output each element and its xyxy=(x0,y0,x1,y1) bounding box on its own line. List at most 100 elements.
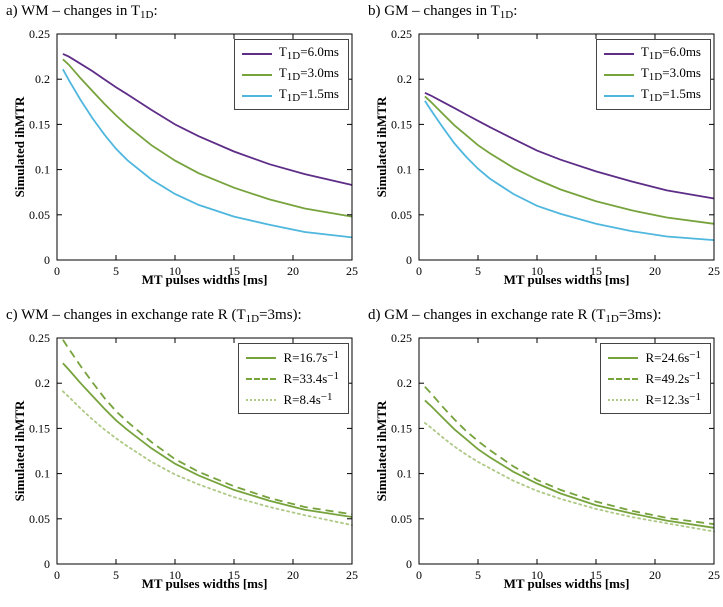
y-axis-label-d: Simulated ihMTR xyxy=(374,400,389,502)
legend-line-sample xyxy=(241,94,272,97)
legend-b: T1D=6.0ms T1D=3.0ms T1D=1.5ms xyxy=(595,39,711,110)
y-tick-label: 0.1 xyxy=(397,467,412,481)
y-tick-label: 0.2 xyxy=(35,376,50,390)
y-tick-label: 0 xyxy=(44,253,50,267)
curve-2 xyxy=(424,95,715,225)
legend-label: R=24.6s−1 xyxy=(645,348,701,365)
curve-1 xyxy=(62,53,353,186)
y-tick-label: 0.05 xyxy=(391,208,412,222)
x-tick-label: 0 xyxy=(416,568,422,582)
x-tick-label: 5 xyxy=(475,568,481,582)
x-tick-label: 20 xyxy=(649,568,661,582)
curve-1 xyxy=(424,399,715,529)
y-tick-label: 0.05 xyxy=(29,512,50,526)
plot-area-c: 0 5 10 15 20 25 0 0.05 0.1 0.15 0.2 0.25 xyxy=(29,331,358,582)
curve-1 xyxy=(424,91,715,200)
legend-label: R=33.4s−1 xyxy=(283,369,339,386)
legend-line-sample xyxy=(241,52,272,55)
x-tick-label: 15 xyxy=(590,568,602,582)
panel-c-title: c) WM – changes in exchange rate R (T1D=… xyxy=(6,307,302,325)
panel-a-title: a) WM – changes in T1D: xyxy=(6,3,158,21)
y-tick-label: 0.25 xyxy=(391,27,412,41)
x-axis-label-b: MT pulses widths [ms] xyxy=(503,272,630,287)
y-tick-label: 0 xyxy=(406,557,412,571)
y-tick-label: 0 xyxy=(406,253,412,267)
curve-2 xyxy=(62,339,353,516)
panel-c-title-post: =3ms): xyxy=(259,307,302,323)
y-tick-label: 0.15 xyxy=(391,117,412,131)
legend-line-sample xyxy=(246,398,277,401)
x-tick-label: 10 xyxy=(531,264,543,278)
legend-line-sample xyxy=(603,52,634,55)
legend-label: R=12.3s−1 xyxy=(645,390,701,407)
axes-box xyxy=(418,33,715,261)
legend-label: R=8.4s−1 xyxy=(283,390,333,407)
plot-area-a: 0 5 10 15 20 25 0 0.05 0.1 0.15 0.2 0.25 xyxy=(29,27,358,278)
legend-item: T1D=3.0ms xyxy=(603,64,701,85)
legend-label: T1D=3.0ms xyxy=(278,64,339,83)
curve-3 xyxy=(62,68,353,239)
legend-label: T1D=6.0ms xyxy=(278,43,339,62)
legend-line-sample xyxy=(608,377,639,380)
x-tick-label: 25 xyxy=(346,568,358,582)
y-tick-label: 0.2 xyxy=(35,72,50,86)
x-tick-label: 20 xyxy=(649,264,661,278)
legend-a: T1D=6.0ms T1D=3.0ms T1D=1.5ms xyxy=(233,39,349,110)
x-tick-label: 0 xyxy=(54,264,60,278)
x-tick-label: 10 xyxy=(169,264,181,278)
y-tick-label: 0 xyxy=(44,557,50,571)
y-tick-label: 0.15 xyxy=(391,421,412,435)
y-tick-label: 0.25 xyxy=(391,331,412,345)
y-axis-label-c: Simulated ihMTR xyxy=(12,400,27,502)
curve-3 xyxy=(424,100,715,241)
x-axis-label-c: MT pulses widths [ms] xyxy=(141,576,268,591)
plot-area-b: 0 5 10 15 20 25 0 0.05 0.1 0.15 0.2 0.25 xyxy=(391,27,720,278)
legend-line-sample xyxy=(603,94,634,97)
panel-d-title-post: =3ms): xyxy=(618,307,662,323)
y-tick-label: 0.1 xyxy=(35,467,50,481)
legend-item: R=33.4s−1 xyxy=(246,368,339,389)
y-tick-label: 0.05 xyxy=(29,208,50,222)
x-tick-label: 25 xyxy=(708,264,720,278)
legend-item: T1D=3.0ms xyxy=(241,64,339,85)
x-tick-label: 10 xyxy=(169,568,181,582)
legend-item: R=8.4s−1 xyxy=(246,389,339,410)
curve-2 xyxy=(62,58,353,218)
curve-3 xyxy=(424,422,715,533)
y-tick-label: 0.2 xyxy=(397,376,412,390)
legend-c: R=16.7s−1 R=33.4s−1 R=8.4s−1 xyxy=(238,343,349,414)
x-tick-label: 15 xyxy=(590,264,602,278)
plot-area-d: 0 5 10 15 20 25 0 0.05 0.1 0.15 0.2 0.25 xyxy=(391,331,720,582)
y-axis-label-b: Simulated ihMTR xyxy=(374,96,389,198)
panel-d-title-pre: d) GM – changes in exchange rate R (T xyxy=(368,307,606,323)
axes-box xyxy=(56,33,353,261)
y-tick-label: 0.05 xyxy=(391,512,412,526)
panel-a-title-post: : xyxy=(153,3,158,19)
legend-item: R=49.2s−1 xyxy=(608,368,701,389)
legend-item: R=16.7s−1 xyxy=(246,347,339,368)
y-tick-label: 0.15 xyxy=(29,117,50,131)
y-tick-label: 0.25 xyxy=(29,331,50,345)
panel-a: 0 5 10 15 20 25 0 0.05 0.1 0.15 0.2 0.25 a) WM – ch… xyxy=(0,0,361,303)
x-tick-label: 5 xyxy=(475,264,481,278)
x-tick-label: 5 xyxy=(113,568,119,582)
x-tick-label: 20 xyxy=(287,264,299,278)
y-tick-label: 0.2 xyxy=(397,72,412,86)
x-axis-label-d: MT pulses widths [ms] xyxy=(503,576,630,591)
legend-line-sample xyxy=(608,356,639,359)
legend-d: R=24.6s−1 R=49.2s−1 R=12.3s−1 xyxy=(600,343,711,414)
legend-item: T1D=6.0ms xyxy=(241,43,339,64)
legend-item: R=12.3s−1 xyxy=(608,389,701,410)
x-tick-label: 5 xyxy=(113,264,119,278)
legend-label: T1D=6.0ms xyxy=(640,43,701,62)
legend-item: T1D=6.0ms xyxy=(603,43,701,64)
legend-label: R=16.7s−1 xyxy=(283,348,339,365)
curve-3 xyxy=(62,390,353,526)
x-tick-label: 20 xyxy=(287,568,299,582)
legend-label: T1D=3.0ms xyxy=(640,64,701,83)
panel-b-title-sub: 1D xyxy=(499,9,514,21)
x-tick-label: 0 xyxy=(416,264,422,278)
panel-b-title-post: : xyxy=(513,3,518,19)
panel-b: 0 5 10 15 20 25 0 0.05 0.1 0.15 0.2 0.25 b) GM – ch… xyxy=(362,0,723,303)
